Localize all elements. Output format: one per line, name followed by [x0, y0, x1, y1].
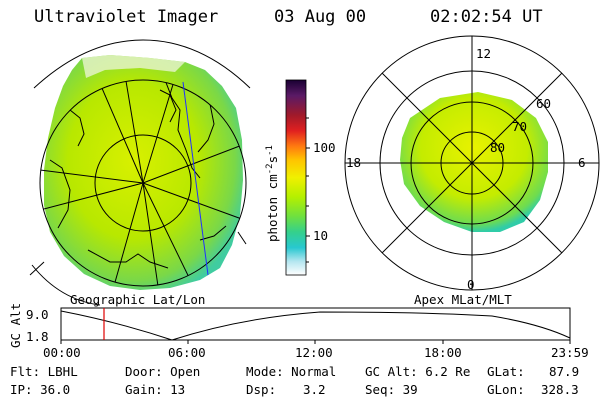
glat-label: GLat:: [487, 364, 525, 379]
glat-value: 87.9: [549, 364, 580, 379]
geo-map-caption: Geographic Lat/Lon: [70, 292, 206, 307]
altitude-curve: [60, 310, 571, 341]
alt-tick-1.8: 1.8: [26, 329, 49, 344]
aurora-white-fringe: [82, 55, 185, 78]
time-tick-1800: 18:00: [424, 345, 462, 360]
mode-info: Mode: Normal: [246, 364, 337, 379]
time-tick-0000: 00:00: [43, 345, 81, 360]
dsp-label: Dsp:: [246, 382, 277, 397]
glon-label: GLon:: [487, 382, 525, 397]
mlt-label-18: 18: [346, 155, 362, 170]
colorbar-unit-label: photon cm-2s-1: [265, 145, 281, 242]
gc-alt-info: GC Alt: 6.2 Re: [365, 364, 471, 379]
mlt-label-6: 6: [578, 155, 586, 170]
time-tick-1200: 12:00: [295, 345, 333, 360]
door-info: Door: Open: [125, 364, 201, 379]
time-label: 02:02:54 UT: [430, 7, 543, 27]
aurora-image-polar: [400, 92, 548, 232]
alt-tick-9: 9.0: [26, 307, 49, 322]
gain-info: Gain: 13: [125, 382, 186, 397]
mlt-label-0: 0: [467, 277, 475, 292]
date-label: 03 Aug 00: [274, 7, 367, 27]
colorbar-tick-10: 10: [313, 228, 329, 243]
ip-info: IP: 36.0: [10, 382, 71, 397]
geographic-map: [29, 39, 251, 306]
mlat-label-70: 70: [512, 119, 528, 134]
colorbar-gradient: [285, 79, 307, 276]
colorbar: [285, 79, 310, 276]
filter-info: Flt: LBHL: [10, 364, 78, 379]
mlt-label-12: 12: [476, 46, 492, 61]
aurora-image-geo: [44, 55, 243, 290]
dsp-value: 3.2: [303, 382, 326, 397]
polar-plot: [344, 35, 600, 291]
instrument-title: Ultraviolet Imager: [34, 7, 219, 27]
polar-plot-caption: Apex MLat/MLT: [414, 292, 512, 307]
time-tick-2359: 23:59: [551, 345, 589, 360]
mlat-label-60: 60: [536, 96, 552, 111]
glon-value: 328.3: [541, 382, 579, 397]
colorbar-tick-100: 100: [313, 140, 336, 155]
time-tick-0600: 06:00: [168, 345, 206, 360]
gc-alt-axis-label: GC Alt: [8, 302, 23, 348]
mlat-label-80: 80: [490, 140, 506, 155]
altitude-strip: [60, 307, 571, 344]
seq-info: Seq: 39: [365, 382, 418, 397]
